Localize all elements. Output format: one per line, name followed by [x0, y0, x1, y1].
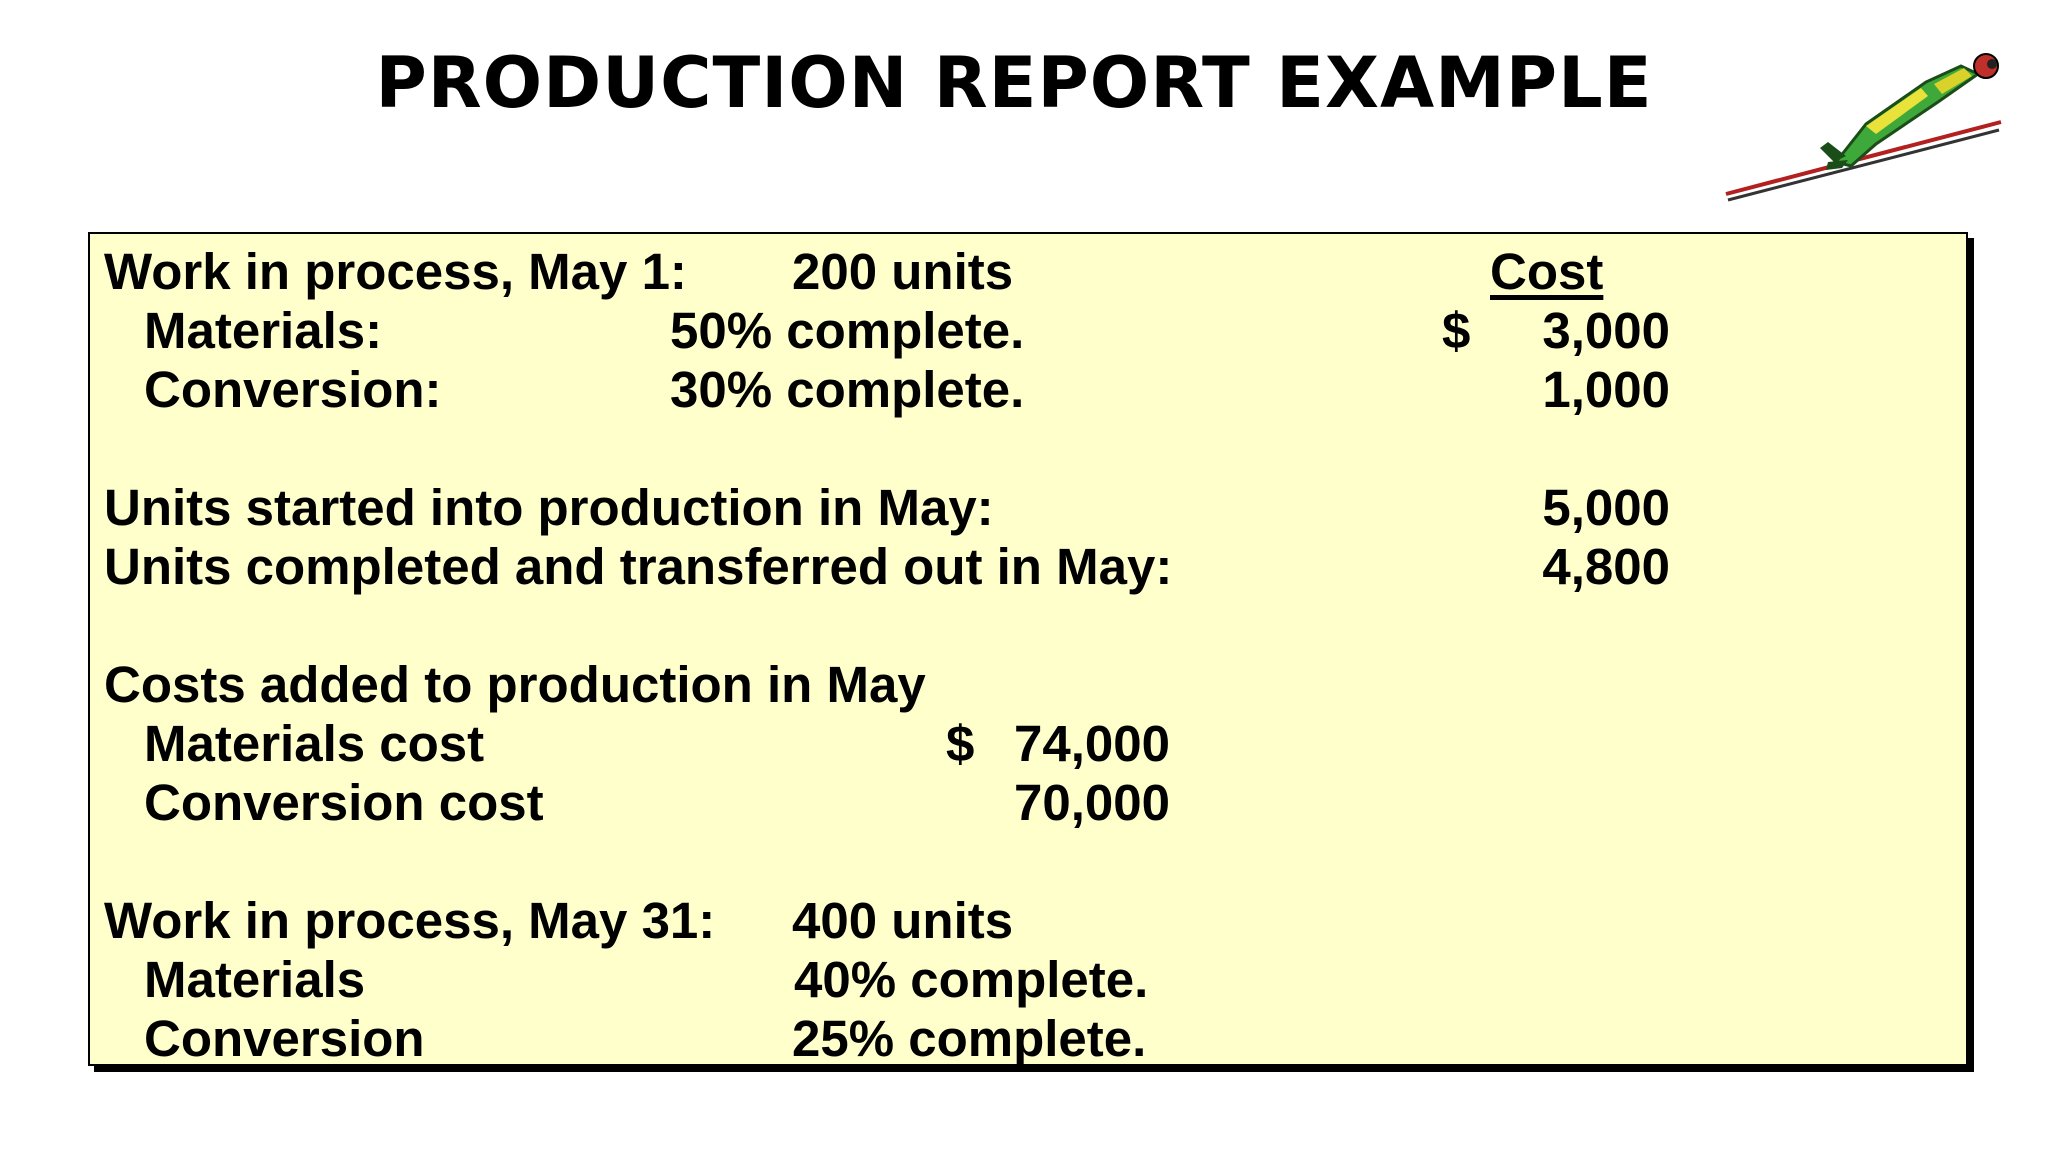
units-started-value: 5,000 — [1542, 479, 1670, 536]
wip-start-materials-label: Materials: — [144, 302, 383, 359]
wip-end-label: Work in process, May 31: — [104, 892, 716, 949]
wip-start-label: Work in process, May 1: — [104, 243, 687, 300]
currency-symbol: $ — [946, 715, 975, 772]
units-completed-value: 4,800 — [1542, 538, 1670, 595]
materials-cost-value: 74,000 — [1014, 715, 1170, 772]
units-started-label: Units started into production in May: — [104, 479, 994, 536]
page-title: PRODUCTION REPORT EXAMPLE — [375, 42, 1653, 124]
currency-symbol: $ — [1442, 302, 1471, 359]
units-completed-label: Units completed and transferred out in M… — [104, 538, 1173, 595]
materials-cost-label: Materials cost — [144, 715, 485, 772]
wip-start-materials-pct: 50% complete. — [670, 302, 1025, 359]
wip-start-materials-cost: 3,000 — [1542, 302, 1670, 359]
wip-start-conversion-label: Conversion: — [144, 361, 442, 418]
report-panel: Cost Work in process, May 1: 200 units M… — [88, 232, 1968, 1067]
conversion-cost-value: 70,000 — [1014, 774, 1170, 831]
conversion-cost-label: Conversion cost — [144, 774, 544, 831]
wip-end-materials-pct: 40% complete. — [794, 951, 1149, 1008]
cost-header: Cost — [1490, 243, 1604, 300]
costs-added-label: Costs added to production in May — [104, 656, 926, 713]
wip-end-conversion-label: Conversion — [144, 1010, 425, 1067]
wip-start-conversion-pct: 30% complete. — [670, 361, 1025, 418]
wip-end-materials-label: Materials — [144, 951, 366, 1008]
wip-end-conversion-pct: 25% complete. — [792, 1010, 1147, 1067]
wip-start-conversion-cost: 1,000 — [1542, 361, 1670, 418]
ski-jumper-clipart — [1725, 53, 2002, 202]
wip-end-units: 400 units — [792, 892, 1014, 949]
wip-start-units: 200 units — [792, 243, 1014, 300]
